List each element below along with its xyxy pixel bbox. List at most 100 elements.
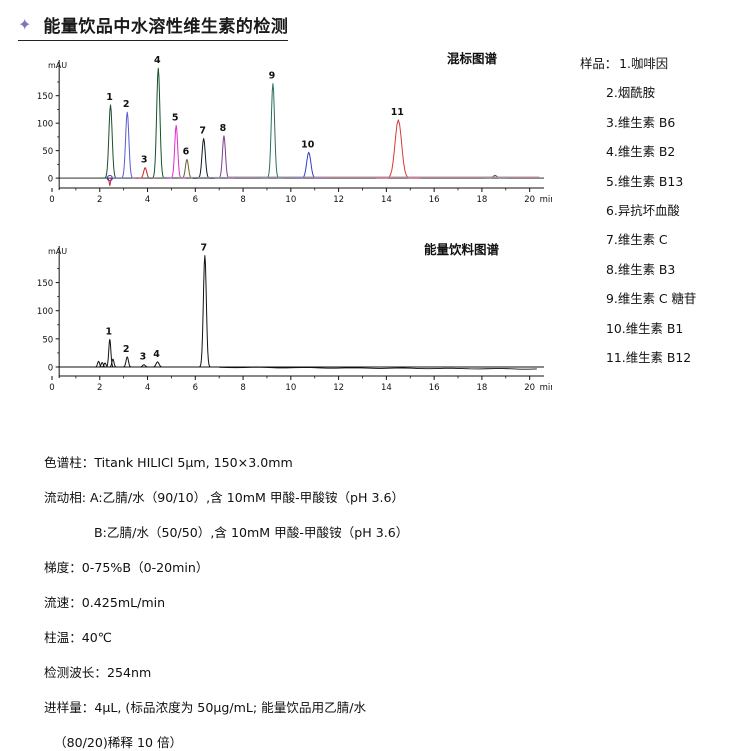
- x-tick-label: 6: [193, 383, 198, 393]
- page-title: 能量饮品中水溶性维生素的检测: [43, 17, 289, 37]
- chromatogram-peak: [294, 151, 323, 179]
- standard-panel-caption: 混标图谱: [447, 51, 498, 66]
- chromatogram-peak: [102, 338, 117, 368]
- y-tick-label: 0: [48, 363, 53, 373]
- baseline-drift: [219, 366, 537, 370]
- list-item: 10.维生素 B1: [606, 320, 684, 336]
- y-tick-label: 50: [42, 147, 53, 157]
- method-line-column-temp: 柱温：40℃: [44, 630, 112, 645]
- chromatogram-peak: [213, 135, 234, 179]
- method-line-wavelength: 检测波长：254nm: [44, 665, 152, 680]
- list-item: 7.维生素 C: [606, 232, 668, 248]
- x-tick-label: 20: [524, 195, 535, 205]
- peak-label: 3: [140, 352, 147, 363]
- x-tick-label: 14: [381, 383, 392, 393]
- x-tick-label: 4: [145, 195, 150, 205]
- list-item: 8.维生素 B3: [606, 261, 676, 277]
- y-axis-unit-label: mAU: [48, 61, 67, 70]
- x-tick-label: 0: [49, 195, 54, 205]
- y-axis-unit-label: mAU: [48, 247, 67, 256]
- mixed-standard-chromatogram: 050100150mAU02468101214161820min12345678…: [22, 48, 552, 213]
- list-item: 3.维生素 B6: [606, 114, 676, 130]
- x-tick-label: 8: [240, 195, 245, 205]
- y-tick-label: 150: [37, 92, 53, 102]
- x-tick-label: 6: [193, 195, 198, 205]
- chromatogram-peak: [376, 119, 421, 179]
- peak-label: 3: [141, 155, 148, 166]
- y-tick-label: 150: [37, 279, 53, 289]
- method-line-mobile-phase-a: 流动相: A:乙腈/水（90/10）,含 10mM 甲酸-甲酸铵（pH 3.6）: [44, 490, 405, 505]
- peak-label: 4: [154, 55, 161, 66]
- energy-drink-chromatogram: 050100150mAU02468101214161820min12347: [22, 230, 552, 402]
- diamond-bullet-icon: ✦: [18, 14, 32, 34]
- peak-label: 2: [123, 99, 130, 110]
- x-tick-label: 18: [476, 383, 487, 393]
- peak-label: 2: [123, 344, 130, 355]
- method-line-gradient: 梯度：0-75%B（0-20min）: [44, 560, 209, 575]
- chromatogram-plot-sample: 050100150mAU02468101214161820min12347: [37, 243, 552, 393]
- chromatogram-peak: [261, 83, 284, 179]
- x-tick-label: 2: [97, 383, 102, 393]
- list-item: 5.维生素 B13: [606, 173, 684, 189]
- y-tick-label: 100: [37, 307, 53, 317]
- chromatogram-plot-standard: 050100150mAU02468101214161820min12345678…: [37, 55, 552, 205]
- method-line-injection-cont: （80/20)稀释 10 倍）: [54, 735, 183, 750]
- sample-legend-header: 样品： 1.咖啡因: [580, 56, 748, 71]
- sample-legend: 样品： 1.咖啡因 2.烟酰胺 3.维生素 B6 4.维生素 B2 5.维生素 …: [580, 56, 748, 381]
- method-parameters: 色谱柱：Titank HILICl 5μm, 150×3.0mm 流动相: A:…: [44, 452, 464, 751]
- chromatogram-peak: [116, 111, 139, 179]
- chromatogram-peak: [105, 358, 121, 368]
- x-tick-label: 8: [240, 383, 245, 393]
- peak-label: 5: [172, 112, 179, 123]
- list-item: 2.烟酰胺: [606, 85, 655, 101]
- baseline-dip-artifact: [107, 178, 112, 186]
- x-tick-label: 16: [429, 195, 440, 205]
- list-item: 9.维生素 C 糖苷: [606, 291, 697, 307]
- x-axis-unit-label: min: [540, 195, 552, 205]
- method-line-injection: 进样量：4μL, (标品浓度为 50μg/mL; 能量饮品用乙腈/水: [44, 700, 367, 715]
- x-axis-unit-label: min: [540, 383, 552, 393]
- chromatogram-peak: [147, 67, 170, 179]
- x-tick-label: 16: [429, 383, 440, 393]
- sample-panel-caption: 能量饮料图谱: [424, 242, 500, 257]
- x-tick-label: 10: [285, 383, 296, 393]
- chromatogram-peak: [483, 174, 508, 179]
- chromatogram-peak: [119, 356, 136, 368]
- method-line-mobile-phase-b: B:乙腈/水（50/50）,含 10mM 甲酸-甲酸铵（pH 3.6）: [94, 525, 409, 540]
- list-item: 6.异抗坏血酸: [606, 203, 680, 219]
- x-tick-label: 12: [333, 383, 344, 393]
- chromatogram-peak: [192, 138, 215, 179]
- method-line-flow-rate: 流速：0.425mL/min: [44, 595, 166, 610]
- chromatogram-peak: [147, 361, 168, 368]
- x-tick-label: 18: [476, 195, 487, 205]
- peak-label: 10: [301, 139, 315, 150]
- list-item: 4.维生素 B2: [606, 144, 676, 160]
- x-tick-label: 2: [97, 195, 102, 205]
- list-item: 11.维生素 B12: [606, 350, 692, 366]
- peak-label: 6: [183, 146, 190, 157]
- list-item: 1.咖啡因: [619, 56, 669, 71]
- peak-label: 11: [391, 107, 404, 118]
- injection-marker: [106, 175, 113, 182]
- x-tick-label: 10: [285, 195, 296, 205]
- y-tick-label: 50: [42, 335, 53, 345]
- peak-label: 4: [153, 349, 160, 360]
- x-tick-label: 14: [381, 195, 392, 205]
- x-tick-label: 4: [145, 383, 150, 393]
- y-tick-label: 0: [48, 175, 53, 185]
- sample-legend-label: 样品：: [580, 56, 618, 71]
- x-tick-label: 20: [524, 383, 535, 393]
- chromatogram-peak: [194, 255, 215, 368]
- peak-label: 7: [201, 243, 208, 254]
- method-line-column: 色谱柱：Titank HILICl 5μm, 150×3.0mm: [44, 455, 293, 470]
- page-title-bar: ✦ 能量饮品中水溶性维生素的检测: [18, 12, 288, 41]
- peak-label: 7: [199, 126, 206, 137]
- chromatogram-peak: [135, 167, 156, 179]
- peak-label: 8: [220, 123, 227, 134]
- x-tick-label: 12: [333, 195, 344, 205]
- peak-label: 1: [106, 92, 113, 103]
- peak-label: 1: [105, 326, 112, 337]
- y-tick-label: 100: [37, 120, 53, 130]
- x-tick-label: 0: [49, 383, 54, 393]
- peak-label: 9: [269, 71, 276, 82]
